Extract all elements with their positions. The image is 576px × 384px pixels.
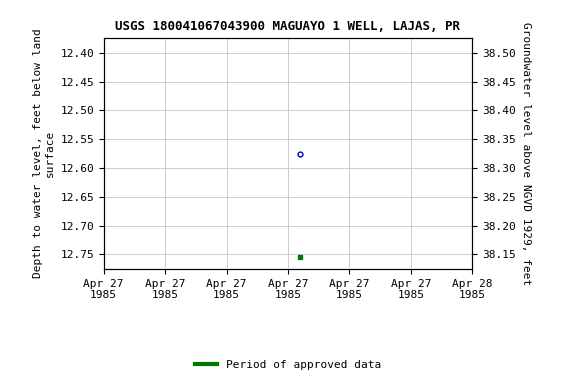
Legend: Period of approved data: Period of approved data xyxy=(191,356,385,375)
Y-axis label: Groundwater level above NGVD 1929, feet: Groundwater level above NGVD 1929, feet xyxy=(521,22,531,285)
Y-axis label: Depth to water level, feet below land
surface: Depth to water level, feet below land su… xyxy=(33,29,55,278)
Title: USGS 180041067043900 MAGUAYO 1 WELL, LAJAS, PR: USGS 180041067043900 MAGUAYO 1 WELL, LAJ… xyxy=(116,20,460,33)
